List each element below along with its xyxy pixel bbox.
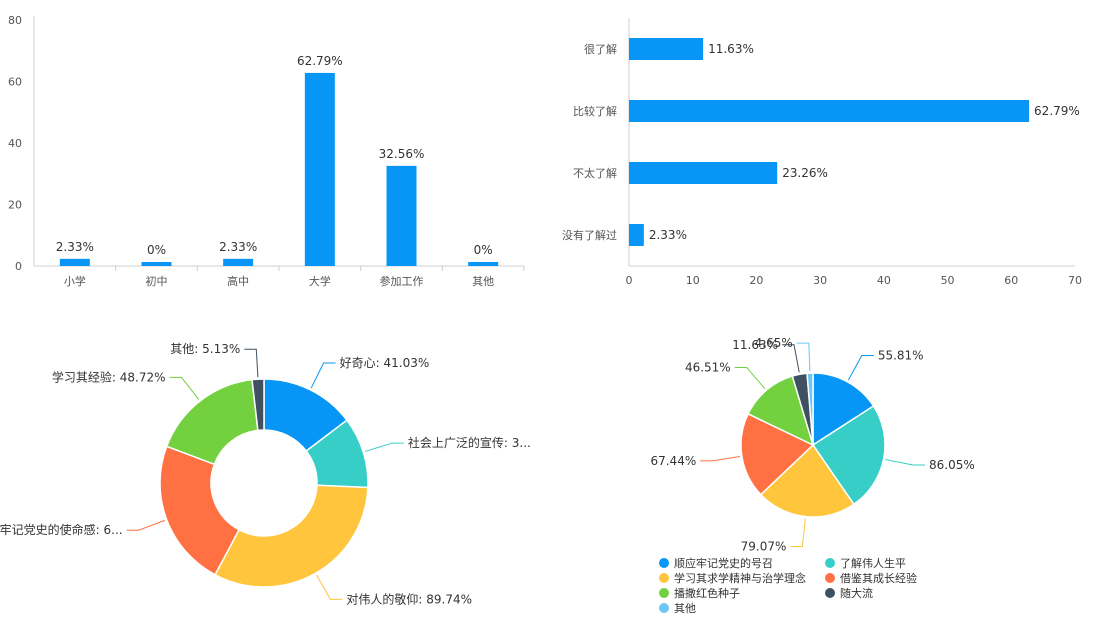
slice-label: 4.65% xyxy=(755,336,793,350)
data-label: 62.79% xyxy=(1034,104,1080,118)
slice-label: 社会上广泛的宣传: 3... xyxy=(408,435,531,450)
slice-label: 79.07% xyxy=(741,539,787,553)
pie-slice xyxy=(159,445,241,576)
legend-label: 借鉴其成长经验 xyxy=(840,571,917,585)
legend-swatch xyxy=(659,573,669,583)
bar xyxy=(468,262,499,266)
pie-slice xyxy=(740,412,815,496)
slice-label: 对伟人的敬仰: 89.74% xyxy=(346,591,472,606)
slice-label: 67.44% xyxy=(650,454,696,468)
x-tick-label: 其他 xyxy=(472,275,494,288)
bar xyxy=(223,258,254,266)
legend-label: 播撒红色种子 xyxy=(674,586,740,600)
legend-swatch xyxy=(659,558,669,568)
y-tick-label: 比较了解 xyxy=(573,104,617,118)
x-tick-label: 40 xyxy=(877,274,891,287)
label-line xyxy=(365,442,404,452)
y-tick-label: 没有了解过 xyxy=(562,228,617,242)
y-tick-label: 20 xyxy=(8,199,22,212)
pie-slice xyxy=(812,372,875,447)
label-line xyxy=(126,519,165,531)
data-label: 23.26% xyxy=(782,166,828,180)
label-line xyxy=(782,344,800,373)
y-tick-label: 不太了解 xyxy=(573,166,617,180)
legend-swatch xyxy=(659,603,669,613)
pie-slice xyxy=(165,378,259,466)
label-line xyxy=(885,459,926,466)
y-tick-label: 很了解 xyxy=(584,42,617,56)
label-line xyxy=(796,342,811,372)
data-label: 2.33% xyxy=(219,240,257,254)
y-tick-label: 80 xyxy=(8,14,22,27)
x-tick-label: 参加工作 xyxy=(380,274,424,288)
legend-swatch xyxy=(825,558,835,568)
data-label: 0% xyxy=(147,243,166,257)
x-tick-label: 50 xyxy=(941,274,955,287)
slice-label: 55.81% xyxy=(878,348,924,362)
bar xyxy=(629,224,644,246)
motivation-donut-chart: 好奇心: 41.03% 社会上广泛的宣传: 3... 对伟人的敬仰: 89.74% 牢… xyxy=(0,342,531,606)
bar xyxy=(629,162,778,184)
bar xyxy=(629,38,704,60)
data-label: 0% xyxy=(474,243,493,257)
understanding-bar-chart: 0 10 20 30 40 50 60 70 11.63% 很了解 62.79% 比较了解 23.26%… xyxy=(562,18,1082,287)
legend-swatch xyxy=(825,588,835,598)
purpose-pie-chart: 55.81% 86.05% 79.07% 67.44% 46.51%11.63%4.65… xyxy=(650,336,974,615)
legend-swatch xyxy=(659,588,669,598)
bar xyxy=(629,100,1030,122)
slice-label: 11.63% xyxy=(732,338,778,352)
label-line xyxy=(847,354,874,381)
legend-swatch xyxy=(825,573,835,583)
bar xyxy=(386,165,417,266)
slice-label: 86.05% xyxy=(929,458,975,472)
x-tick-label: 70 xyxy=(1068,274,1082,287)
data-label: 11.63% xyxy=(708,42,754,56)
x-tick-label: 30 xyxy=(813,274,827,287)
pie-slice xyxy=(806,372,814,446)
y-tick-label: 60 xyxy=(8,76,22,89)
y-tick-label: 40 xyxy=(8,137,22,150)
x-tick-label: 初中 xyxy=(146,274,168,288)
y-tick-label: 0 xyxy=(15,260,22,273)
legend-label: 顺应牢记党史的号召 xyxy=(674,556,773,570)
slice-label: 学习其经验: 48.72% xyxy=(52,369,166,384)
label-line xyxy=(244,348,259,378)
bar xyxy=(59,258,90,266)
slice-label: 其他: 5.13% xyxy=(170,342,240,356)
x-tick-label: 20 xyxy=(749,274,763,287)
x-tick-label: 小学 xyxy=(64,274,86,288)
x-tick-label: 大学 xyxy=(309,274,331,288)
x-tick-label: 0 xyxy=(626,274,633,287)
data-label: 62.79% xyxy=(297,54,343,68)
bar xyxy=(304,72,335,267)
pie-slice xyxy=(811,404,886,506)
x-tick-label: 高中 xyxy=(227,274,249,288)
pie-slice xyxy=(759,443,855,518)
legend-label: 了解伟人生平 xyxy=(840,556,906,570)
legend-label: 随大流 xyxy=(840,586,873,600)
slice-label: 牢记党史的使命感: 6... xyxy=(0,522,123,537)
data-label: 2.33% xyxy=(649,228,687,242)
label-line xyxy=(310,362,336,389)
data-label: 2.33% xyxy=(56,240,94,254)
data-label: 32.56% xyxy=(379,147,425,161)
label-line xyxy=(734,366,766,390)
pie-slice xyxy=(214,484,369,588)
pie-slice xyxy=(251,378,265,432)
legend-label: 其他 xyxy=(674,602,696,615)
label-line xyxy=(700,456,740,462)
legend-label: 学习其求学精神与治学理念 xyxy=(674,571,806,585)
education-bar-chart: 0 20 40 60 80 2.33% 小学 0% 初中 2.33% 高中 62.79% 大学 32.56… xyxy=(8,14,525,288)
bar xyxy=(141,262,172,266)
label-line xyxy=(790,518,806,547)
slice-label: 好奇心: 41.03% xyxy=(340,356,430,370)
label-line xyxy=(169,376,200,400)
x-tick-label: 60 xyxy=(1004,274,1018,287)
label-line xyxy=(316,574,343,600)
slice-label: 46.51% xyxy=(685,360,731,374)
x-tick-label: 10 xyxy=(686,274,700,287)
